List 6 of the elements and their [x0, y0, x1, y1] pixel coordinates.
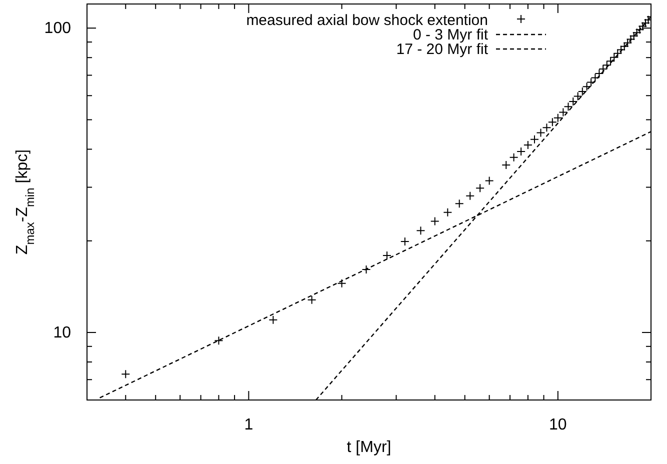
legend-label: measured axial bow shock extention [246, 12, 488, 29]
x-axis-title: t [Myr] [346, 439, 392, 456]
x-tick-label: 1 [244, 416, 254, 434]
legend-label: 17 - 20 Myr fit [396, 41, 489, 58]
legend-label: 0 - 3 Myr fit [412, 26, 489, 44]
y-tick-label: 100 [44, 20, 72, 38]
